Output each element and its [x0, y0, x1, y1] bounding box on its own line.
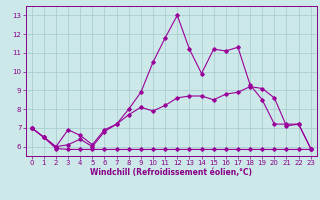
X-axis label: Windchill (Refroidissement éolien,°C): Windchill (Refroidissement éolien,°C) — [90, 168, 252, 177]
